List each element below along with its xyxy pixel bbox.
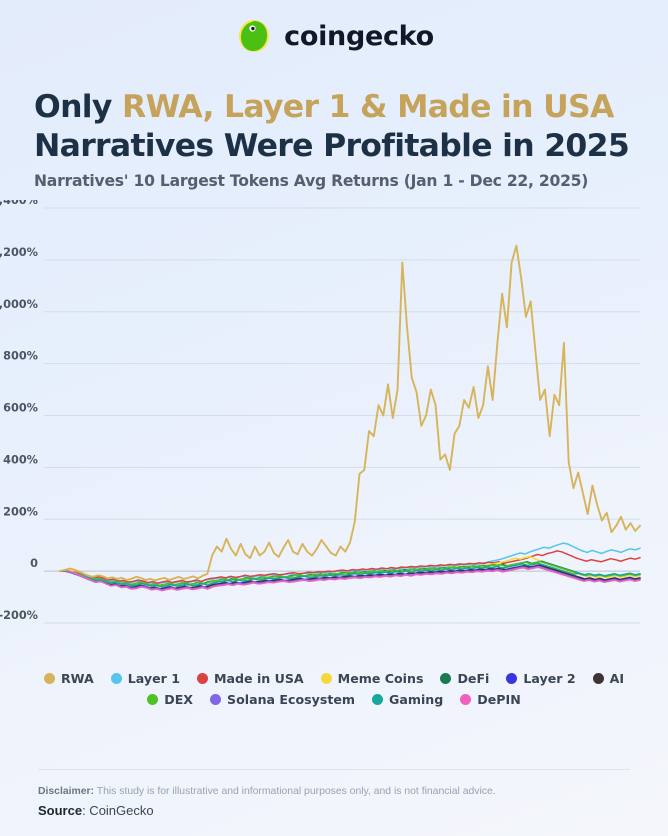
page-footer: Disclaimer: This study is for illustrati…: [0, 769, 668, 818]
legend-label: RWA: [60, 671, 94, 687]
legend-swatch-icon: [592, 673, 604, 685]
y-axis-tick-label: 0: [30, 558, 38, 571]
series-line-rwa: [59, 245, 641, 582]
legend-swatch-icon: [506, 673, 518, 685]
legend-swatch-icon: [110, 673, 122, 685]
legend-item-meme-coins[interactable]: Meme Coins: [320, 671, 424, 687]
returns-line-chart: 1,400% 1,200% 1,000% 800% 600% 400% 200% 0 -200%: [0, 200, 668, 665]
legend-label: DeFi: [457, 671, 490, 687]
source-value: : CoinGecko: [82, 803, 154, 818]
y-axis-tick-label: -200%: [0, 609, 38, 622]
legend-label: DePIN: [477, 692, 521, 708]
chart-series-group: [59, 245, 641, 592]
y-axis-tick-label: 1,400%: [0, 200, 38, 207]
legend-swatch-icon: [320, 673, 332, 685]
page-subtitle: Narratives' 10 Largest Tokens Avg Return…: [34, 172, 589, 191]
page-title: Only RWA, Layer 1 & Made in USA Narrativ…: [34, 88, 668, 165]
chart-canvas: 1,400% 1,200% 1,000% 800% 600% 400% 200% 0 -200%: [0, 200, 641, 624]
y-axis-tick-label: 600%: [3, 402, 38, 415]
legend-label: Layer 1: [127, 671, 180, 687]
legend-item-rwa[interactable]: RWA: [43, 671, 94, 687]
legend-item-layer-2[interactable]: Layer 2: [506, 671, 576, 687]
legend-row-primary: RWA Layer 1 Made in USA Meme Coins DeFi Layer…: [34, 671, 634, 686]
y-axis-tick-label: 1,000%: [0, 298, 38, 311]
legend-label: DEX: [164, 692, 194, 708]
disclaimer-body: This study is for illustrative and infor…: [94, 786, 496, 798]
legend-label: Meme Coins: [337, 671, 424, 687]
headline-highlight: RWA, Layer 1 & Made in USA: [122, 89, 614, 125]
legend-label: Made in USA: [213, 671, 304, 687]
disclaimer-text: Disclaimer: This study is for illustrati…: [38, 784, 630, 800]
legend-swatch-icon: [196, 673, 208, 685]
coingecko-gecko-icon: [234, 16, 274, 56]
series-line-made-in-usa: [59, 550, 641, 585]
y-axis-tick-label: 800%: [3, 350, 38, 363]
disclaimer-label: Disclaimer:: [38, 786, 95, 798]
y-axis-tick-label: 400%: [3, 454, 38, 467]
legend-swatch-icon: [210, 694, 222, 706]
series-line-depin: [59, 566, 641, 592]
legend-item-made-in-usa[interactable]: Made in USA: [196, 671, 304, 687]
chart-legend: RWA Layer 1 Made in USA Meme Coins DeFi Layer…: [0, 671, 668, 707]
legend-swatch-icon: [372, 694, 384, 706]
headline-part-1: Only: [34, 89, 123, 125]
legend-row-secondary: DEX Solana Ecosystem Gaming DePIN: [34, 692, 634, 707]
legend-item-ai[interactable]: AI: [592, 671, 625, 687]
source-label: Source: [38, 803, 83, 818]
y-axis-tick-label: 200%: [3, 506, 38, 519]
legend-label: Layer 2: [523, 671, 576, 687]
footer-divider: [38, 769, 630, 771]
chart-gridlines: [44, 207, 640, 624]
chart-y-axis-labels: 1,400% 1,200% 1,000% 800% 600% 400% 200% 0 -200%: [0, 200, 38, 622]
legend-item-solana-ecosystem[interactable]: Solana Ecosystem: [210, 692, 355, 707]
legend-item-dex[interactable]: DEX: [147, 692, 193, 707]
legend-swatch-icon: [440, 673, 452, 685]
series-line-dex: [59, 561, 641, 587]
source-text: Source: CoinGecko: [38, 803, 630, 818]
legend-item-layer-1[interactable]: Layer 1: [110, 671, 180, 687]
legend-label: AI: [609, 671, 625, 687]
legend-label: Solana Ecosystem: [227, 692, 356, 708]
legend-item-defi[interactable]: DeFi: [440, 671, 489, 686]
legend-swatch-icon: [147, 694, 159, 706]
legend-item-gaming[interactable]: Gaming: [372, 692, 443, 707]
brand-wordmark: coingecko: [284, 20, 434, 52]
legend-item-depin[interactable]: DePIN: [460, 692, 521, 708]
legend-swatch-icon: [460, 694, 472, 706]
legend-swatch-icon: [43, 673, 55, 685]
y-axis-tick-label: 1,200%: [0, 246, 38, 259]
series-line-gaming: [59, 563, 641, 588]
headline-line-2: Narratives Were Profitable in 2025: [34, 127, 630, 164]
legend-label: Gaming: [389, 692, 444, 708]
brand-header: coingecko: [0, 0, 668, 72]
